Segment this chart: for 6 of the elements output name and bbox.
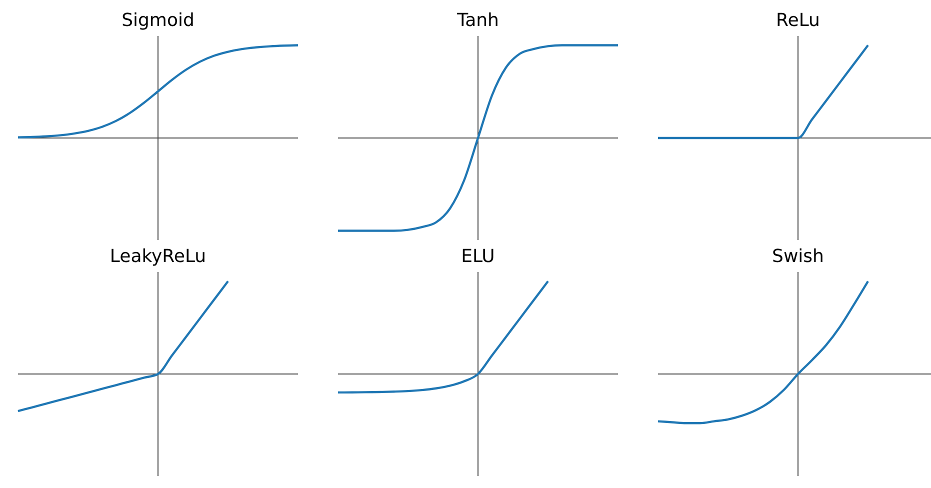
chart-title: ReLu <box>775 9 821 33</box>
chart-title: LeakyReLu <box>108 245 208 269</box>
chart-title: ELU <box>460 245 496 269</box>
chart-title: Sigmoid <box>120 9 196 33</box>
chart-title: Tanh <box>456 9 500 33</box>
chart-title: Swish <box>771 245 825 269</box>
